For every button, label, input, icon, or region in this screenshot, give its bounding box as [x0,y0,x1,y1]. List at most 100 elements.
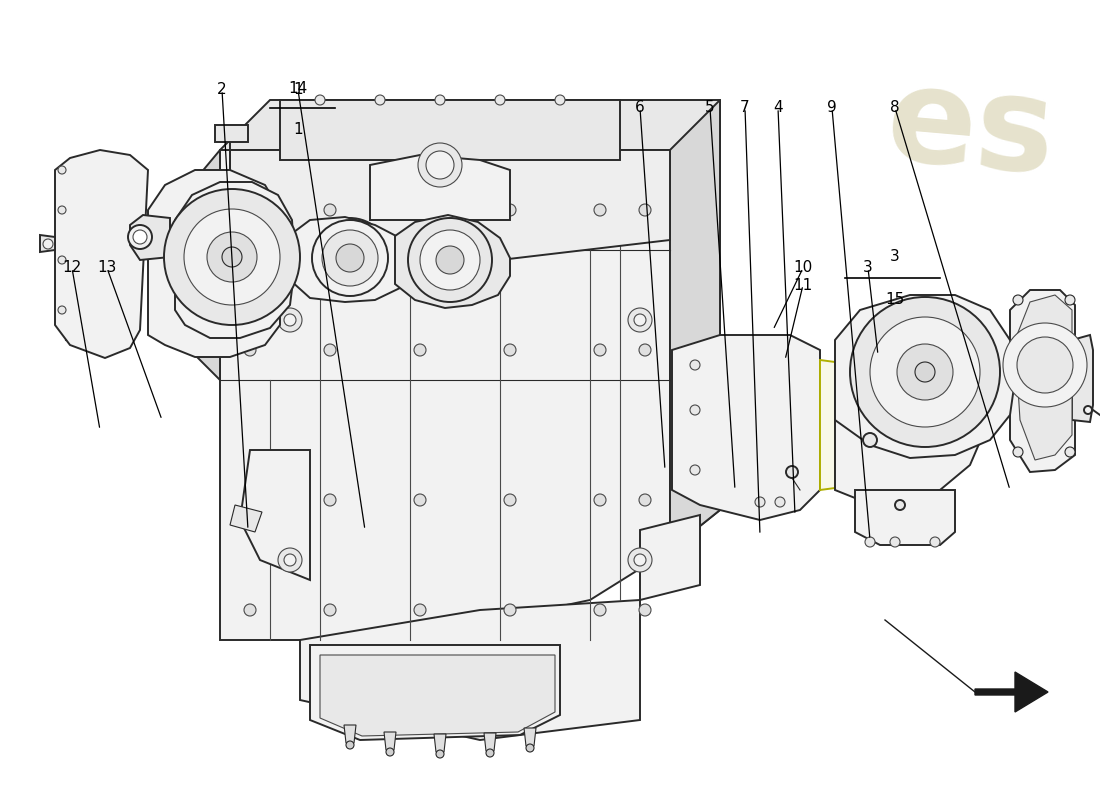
Polygon shape [130,215,170,260]
Polygon shape [384,732,396,750]
Polygon shape [524,728,536,746]
Polygon shape [40,235,55,252]
Circle shape [434,95,446,105]
Text: 5: 5 [705,101,715,115]
Circle shape [420,230,480,290]
Circle shape [284,314,296,326]
Text: 10: 10 [793,261,813,275]
Circle shape [414,604,426,616]
Circle shape [324,494,336,506]
Polygon shape [310,645,560,740]
Circle shape [895,500,905,510]
Circle shape [628,548,652,572]
Text: 3: 3 [864,261,873,275]
Circle shape [284,554,296,566]
Circle shape [322,230,378,286]
Polygon shape [320,655,556,736]
Polygon shape [672,335,820,520]
Circle shape [594,604,606,616]
Circle shape [504,344,516,356]
Circle shape [278,308,303,332]
Text: 9: 9 [827,101,837,115]
Circle shape [324,344,336,356]
Circle shape [312,220,388,296]
Circle shape [890,537,900,547]
Polygon shape [1010,290,1075,472]
Polygon shape [175,182,295,338]
Polygon shape [344,725,356,743]
Circle shape [324,204,336,216]
Circle shape [418,143,462,187]
Circle shape [690,405,700,415]
Text: 6: 6 [635,101,645,115]
Text: 15: 15 [886,292,904,307]
Circle shape [755,497,764,507]
Circle shape [504,204,516,216]
Circle shape [639,604,651,616]
Circle shape [58,256,66,264]
Circle shape [864,433,877,447]
Circle shape [222,247,242,267]
Polygon shape [280,100,620,160]
Circle shape [1065,295,1075,305]
Text: 1985: 1985 [345,259,495,341]
Circle shape [1013,447,1023,457]
Circle shape [1065,447,1075,457]
Circle shape [1013,295,1023,305]
Circle shape [184,209,280,305]
Circle shape [776,497,785,507]
Circle shape [436,750,444,758]
Polygon shape [214,125,248,142]
Circle shape [414,344,426,356]
Polygon shape [220,100,720,550]
Circle shape [639,344,651,356]
Circle shape [244,204,256,216]
Polygon shape [220,150,670,640]
Circle shape [58,206,66,214]
Circle shape [634,314,646,326]
Polygon shape [484,733,496,751]
Circle shape [865,537,874,547]
Circle shape [486,749,494,757]
Circle shape [556,95,565,105]
Polygon shape [148,170,280,357]
Polygon shape [240,450,310,580]
Circle shape [634,554,646,566]
Circle shape [495,95,505,105]
Circle shape [58,306,66,314]
Polygon shape [820,360,835,490]
Circle shape [896,344,953,400]
Circle shape [594,344,606,356]
Circle shape [436,246,464,274]
Circle shape [414,204,426,216]
Circle shape [639,204,651,216]
Circle shape [375,95,385,105]
Polygon shape [55,150,148,358]
Circle shape [786,466,798,478]
Text: G: G [290,222,490,458]
Circle shape [414,494,426,506]
Circle shape [504,494,516,506]
Text: 3: 3 [890,249,900,264]
Circle shape [244,494,256,506]
Polygon shape [1072,335,1093,422]
Circle shape [930,537,940,547]
Circle shape [244,344,256,356]
Circle shape [690,360,700,370]
Circle shape [594,494,606,506]
Polygon shape [835,325,984,502]
Text: es: es [881,59,1059,201]
Circle shape [207,232,257,282]
Circle shape [164,189,300,325]
Circle shape [870,317,980,427]
Circle shape [346,741,354,749]
Text: a bout: a bout [208,196,411,294]
Text: 11: 11 [793,278,813,293]
Circle shape [1018,337,1072,393]
Circle shape [690,465,700,475]
Polygon shape [290,217,415,302]
Circle shape [1003,323,1087,407]
Circle shape [315,95,324,105]
Circle shape [850,297,1000,447]
Circle shape [628,308,652,332]
